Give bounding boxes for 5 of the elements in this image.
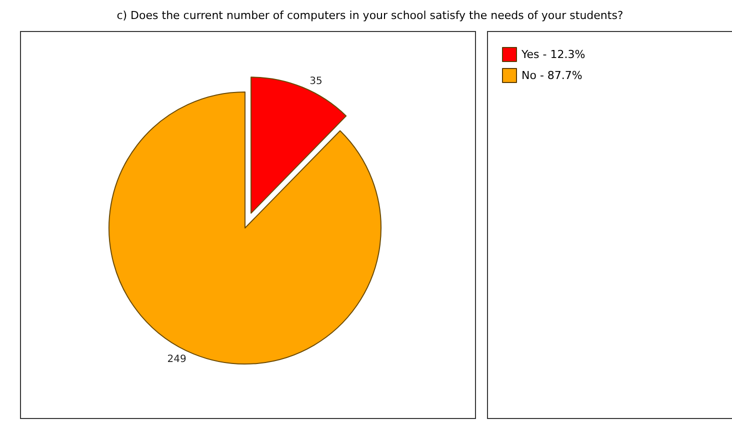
data-label: 249 (167, 354, 186, 365)
chart-title: c) Does the current number of computers in your school satisfy the needs of your students? (116, 9, 624, 22)
legend-label: No - 87.7% (522, 69, 582, 82)
legend-label: Yes - 12.3% (520, 48, 586, 61)
data-label: 35 (310, 76, 322, 88)
